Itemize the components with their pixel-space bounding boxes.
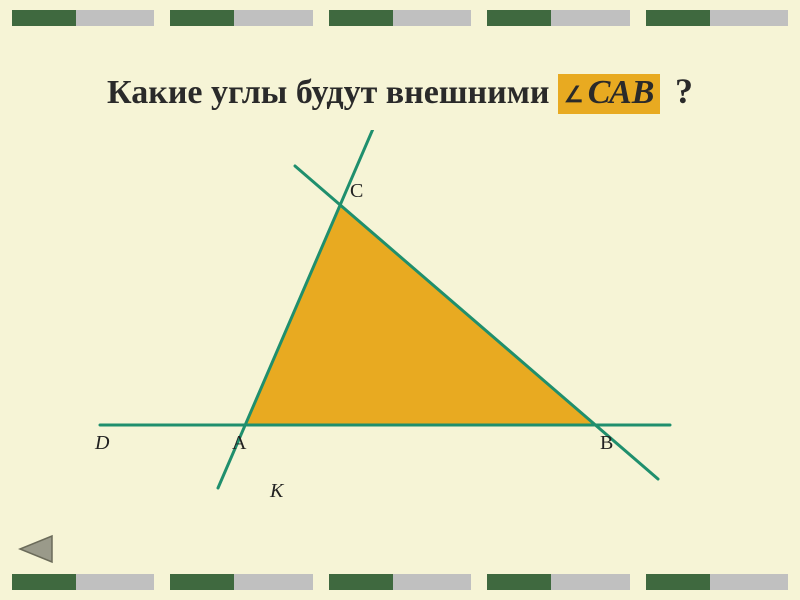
- geometry-diagram: D А В С К: [70, 130, 710, 510]
- diagram-svg: [70, 130, 710, 510]
- decor-bar: [646, 574, 788, 590]
- decor-bars-bottom: [0, 574, 800, 590]
- point-label-k: К: [270, 480, 283, 503]
- decor-bar: [487, 574, 629, 590]
- decor-bar: [646, 10, 788, 26]
- decor-bars-top: [0, 10, 800, 26]
- decor-bar: [329, 10, 471, 26]
- angle-highlight: ∠САВ: [558, 74, 660, 114]
- triangle-left-icon: [16, 534, 54, 564]
- decor-bar: [329, 574, 471, 590]
- back-button[interactable]: [16, 534, 54, 564]
- decor-bar: [170, 10, 312, 26]
- point-label-b: В: [600, 432, 613, 455]
- triangle-fill: [245, 205, 595, 425]
- slide-stage: Какие углы будут внешними ∠САВ ? D А В С…: [0, 0, 800, 600]
- decor-bar: [170, 574, 312, 590]
- angle-name: САВ: [588, 74, 655, 111]
- angle-symbol-icon: ∠: [564, 82, 584, 107]
- decor-bar: [12, 574, 154, 590]
- point-label-c: С: [350, 180, 363, 203]
- title-prefix: Какие углы будут внешними: [107, 74, 558, 111]
- decor-bar: [487, 10, 629, 26]
- decor-bar: [12, 10, 154, 26]
- point-label-d: D: [95, 432, 109, 455]
- title-suffix: ?: [675, 71, 693, 111]
- slide-title: Какие углы будут внешними ∠САВ ?: [0, 70, 800, 114]
- point-label-a: А: [232, 432, 246, 455]
